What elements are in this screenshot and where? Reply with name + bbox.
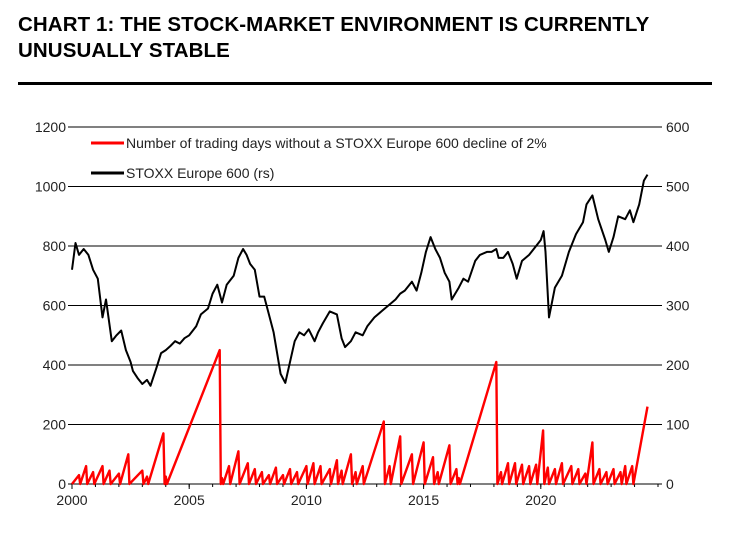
y-right-tick-600: 600 — [666, 119, 690, 135]
y-axis-left: 0 200 400 600 800 1000 1200 — [35, 119, 72, 492]
title-rule — [18, 82, 712, 85]
x-tick-2005: 2005 — [174, 492, 205, 508]
y-right-tick-300: 300 — [666, 298, 690, 314]
legend-label-days: Number of trading days without a STOXX E… — [126, 135, 547, 151]
y-right-tick-500: 500 — [666, 179, 690, 195]
y-left-tick-0: 0 — [58, 476, 66, 492]
legend-label-stoxx: STOXX Europe 600 (rs) — [126, 165, 274, 181]
y-left-tick-800: 800 — [43, 238, 67, 254]
y-left-tick-200: 200 — [43, 417, 67, 433]
y-right-tick-400: 400 — [666, 238, 690, 254]
legend: Number of trading days without a STOXX E… — [91, 135, 547, 181]
x-tick-2020: 2020 — [525, 492, 556, 508]
series-line-days — [71, 348, 649, 486]
x-tick-2000: 2000 — [56, 492, 87, 508]
x-axis: 2000 2005 2010 2015 2020 — [56, 484, 659, 508]
y-right-tick-100: 100 — [666, 417, 690, 433]
x-tick-2015: 2015 — [408, 492, 439, 508]
y-axis-right: 0 100 200 300 400 500 600 — [658, 119, 690, 492]
series-line-stoxx — [71, 174, 649, 387]
y-right-tick-200: 200 — [666, 357, 690, 373]
y-left-tick-600: 600 — [43, 298, 67, 314]
series-lines — [71, 174, 649, 486]
y-left-tick-400: 400 — [43, 357, 67, 373]
y-left-tick-1200: 1200 — [35, 119, 66, 135]
y-left-tick-1000: 1000 — [35, 179, 66, 195]
chart-title: CHART 1: THE STOCK-MARKET ENVIRONMENT IS… — [18, 13, 650, 62]
y-right-tick-0: 0 — [666, 476, 674, 492]
x-tick-2010: 2010 — [291, 492, 322, 508]
